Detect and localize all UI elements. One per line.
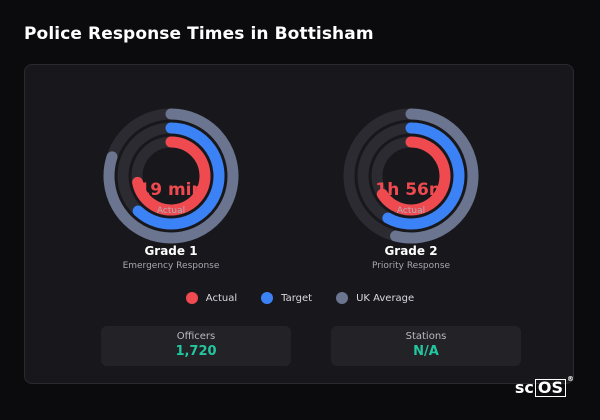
- grade2-target-ring: [382, 122, 465, 230]
- grade2-actual-ring: [376, 136, 451, 216]
- stations-stat: Stations N/A: [331, 326, 521, 366]
- grade1-subtitle: Emergency Response: [122, 261, 220, 271]
- logo-prefix: sc: [514, 378, 534, 397]
- legend-dot-target: [261, 292, 274, 304]
- grade2-rings: [343, 108, 479, 244]
- legend-label-target: Target: [281, 292, 313, 304]
- grade2-gauge: 1h 56m Actual: [331, 96, 491, 266]
- grade1-actual-caption: Actual: [156, 206, 186, 216]
- officers-value: 1,720: [175, 344, 217, 359]
- logo-registered-mark: ®: [567, 374, 574, 383]
- grade1-uk-average-ring: [103, 108, 239, 244]
- legend-label-uk-average: UK Average: [356, 292, 415, 304]
- officers-label: Officers: [176, 331, 216, 342]
- grade2-subtitle: Priority Response: [371, 261, 451, 271]
- grade1-title: Grade 1: [144, 244, 198, 258]
- legend-item-actual: Actual: [185, 292, 238, 304]
- scos-logo: sc OS ®: [514, 374, 574, 398]
- logo-boxed: OS: [534, 378, 566, 397]
- grade2-title: Grade 2: [384, 244, 438, 258]
- legend: Actual Target UK Average: [0, 292, 600, 304]
- page-title: Police Response Times in Bottisham: [24, 24, 374, 44]
- grade1-actual-ring: [132, 136, 211, 216]
- grade1-target-ring: [132, 122, 225, 230]
- legend-dot-actual: [185, 292, 198, 304]
- stations-label: Stations: [405, 331, 447, 342]
- legend-item-target: Target: [261, 292, 312, 304]
- grade1-rings: [103, 108, 239, 244]
- stations-value: N/A: [413, 344, 439, 359]
- grade1-gauge: 19 min Actual: [91, 96, 251, 266]
- officers-stat: Officers 1,720: [101, 326, 291, 366]
- grade2-actual-value: 1h 56m: [375, 180, 447, 200]
- grade1-actual-value: 19 min: [138, 180, 204, 200]
- legend-label-actual: Actual: [205, 292, 238, 304]
- legend-item-uk-average: UK Average: [336, 292, 414, 304]
- legend-dot-uk-average: [336, 292, 349, 304]
- grade2-actual-caption: Actual: [396, 206, 426, 216]
- grade2-uk-average-ring: [390, 108, 479, 244]
